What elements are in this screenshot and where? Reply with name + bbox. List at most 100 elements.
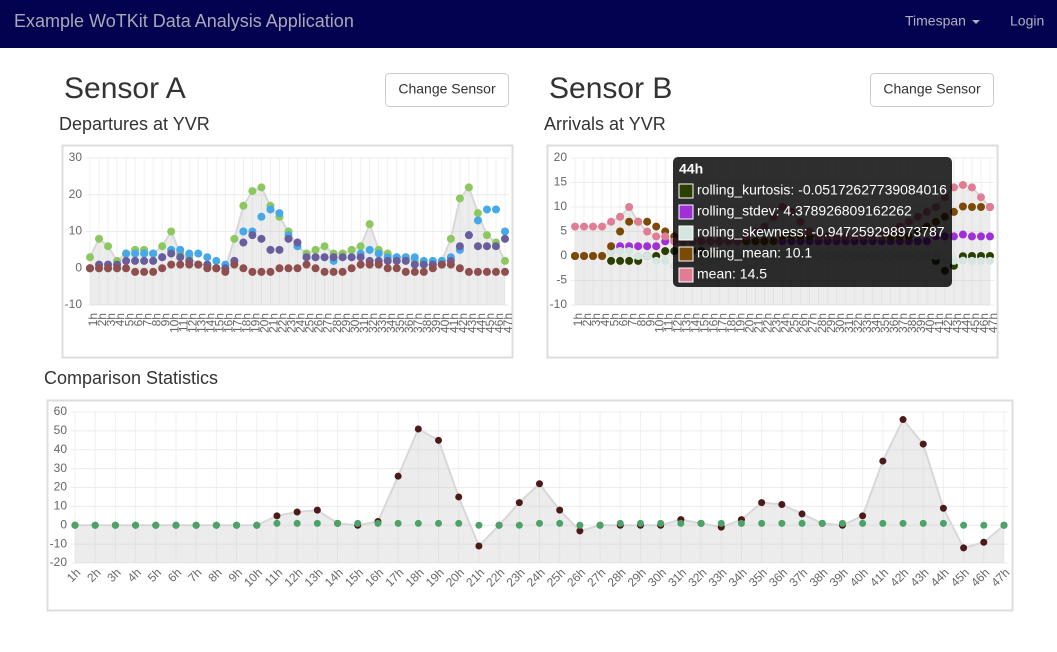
x-tick-label: 25h (303, 313, 317, 333)
x-tick-label: 24h (779, 313, 793, 333)
point (501, 256, 509, 265)
tooltip-swatch (678, 183, 694, 199)
point (91, 521, 99, 529)
point (939, 519, 947, 527)
x-tick-label: 43h (950, 313, 964, 333)
y-tick-label: 0 (75, 260, 82, 274)
point (329, 267, 338, 276)
point (536, 480, 543, 488)
point (515, 499, 523, 507)
point (919, 519, 927, 527)
point (435, 519, 443, 527)
y-tick-label: 5 (560, 224, 567, 238)
x-tick-label: 16h (706, 313, 720, 333)
chart-frame (61, 144, 514, 359)
change-sensor-button[interactable] (385, 73, 509, 107)
point (365, 245, 374, 254)
point (446, 234, 455, 243)
point (86, 253, 94, 262)
x-tick-label: 26h (797, 313, 811, 333)
point (986, 256, 994, 265)
point (320, 267, 329, 276)
point (273, 519, 281, 527)
point (392, 256, 401, 265)
chart-title: Departures at YVR (59, 114, 210, 134)
point (737, 519, 745, 527)
point (967, 203, 976, 211)
point (239, 238, 248, 247)
x-tick-label: 12h (185, 313, 199, 333)
y-tick-label: 15 (554, 175, 568, 189)
x-tick-label: 8h (634, 313, 648, 326)
chart-title: Arrivals at YVR (544, 114, 666, 134)
point (253, 521, 261, 529)
point (475, 542, 483, 550)
x-tick-label: 44h (474, 313, 488, 333)
x-tick-label: 47h (986, 313, 1000, 333)
x-tick-label: 36h (402, 313, 416, 333)
point (414, 519, 422, 527)
timespan-menu[interactable]: Timespan (905, 13, 966, 29)
y-tick-label: 0 (60, 517, 67, 531)
point (347, 245, 356, 254)
point (464, 231, 473, 240)
brand[interactable]: Example WoTKit Data Analysis Application (14, 11, 354, 31)
point (652, 232, 661, 241)
point (383, 264, 392, 273)
point (347, 264, 356, 273)
x-tick-label: 26h (312, 313, 326, 333)
x-tick-label: 41h (932, 313, 946, 333)
point (185, 260, 194, 269)
x-tick-label: 36h (887, 313, 901, 333)
point (354, 519, 362, 527)
x-tick-label: 10h (652, 313, 666, 333)
point (482, 267, 491, 276)
point (958, 180, 967, 189)
point (320, 242, 329, 251)
point (203, 264, 212, 273)
point (616, 247, 625, 256)
login-link[interactable]: Login (1010, 13, 1044, 29)
x-tick-label: 24h (294, 313, 308, 333)
area (75, 419, 1004, 563)
point (446, 260, 455, 269)
x-tick-label: 41h (447, 313, 461, 333)
point (192, 521, 200, 529)
point (879, 519, 887, 527)
point (419, 260, 428, 269)
point (455, 519, 463, 527)
point (939, 504, 947, 512)
change-sensor-button[interactable] (870, 73, 994, 107)
point (473, 242, 482, 251)
point (455, 264, 464, 273)
panel-heading: Sensor A (64, 72, 186, 105)
x-tick-label: 47h (501, 313, 515, 333)
point (758, 519, 766, 527)
point (475, 521, 483, 529)
x-tick-label: 9h (643, 313, 657, 326)
point (230, 260, 239, 269)
x-tick-label: 7h (625, 313, 639, 326)
point (365, 260, 374, 269)
point (275, 264, 284, 273)
button-label[interactable]: Change Sensor (398, 81, 496, 97)
button-label[interactable]: Change Sensor (883, 81, 981, 97)
tooltip-item: rolling_mean: 10.1 (697, 245, 812, 261)
x-tick-label: 14h (688, 313, 702, 333)
point (284, 234, 293, 243)
x-tick-label: 7h (140, 313, 154, 326)
x-tick-label: 8h (149, 313, 163, 326)
x-tick-label: 29h (824, 313, 838, 333)
point (311, 264, 320, 273)
x-tick-label: 17h (231, 313, 245, 333)
point (185, 249, 194, 258)
point (131, 267, 140, 276)
x-tick-label: 45h (968, 313, 982, 333)
point (455, 242, 464, 251)
y-tick-label: -10 (550, 297, 568, 311)
point (634, 252, 643, 260)
point (356, 242, 365, 251)
point (149, 249, 158, 258)
point (95, 264, 104, 273)
point (266, 267, 275, 276)
